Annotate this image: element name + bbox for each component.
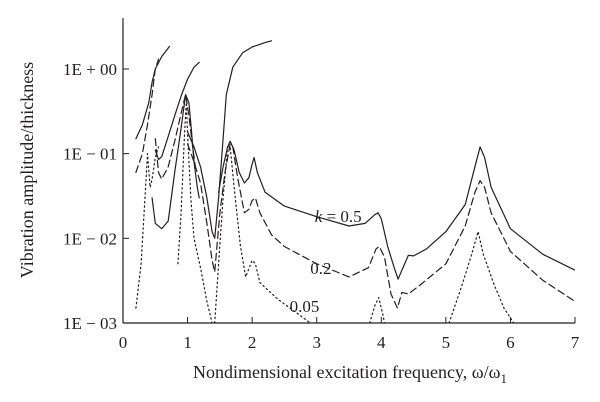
x-tick-label: 2 [248, 333, 257, 352]
series-line-0 [218, 140, 575, 280]
x-tick-label: 7 [571, 333, 580, 352]
x-tick-label: 0 [119, 333, 128, 352]
x-tick-label: 6 [506, 333, 515, 352]
series-line-0 [135, 45, 171, 140]
axis-ticks: 0 1 2 3 4 5 6 7 1E − 03 1E − 02 1E − 01 1E + 00 [63, 60, 580, 352]
series-labels: k = 0.5 0.2 0.05 [290, 207, 362, 316]
y-tick-label: 1E + 00 [63, 60, 117, 79]
series-label: 0.05 [290, 297, 320, 316]
y-tick-label: 1E − 02 [63, 229, 117, 248]
x-tick-label: 3 [312, 333, 321, 352]
y-tick-label: 1E − 01 [63, 145, 117, 164]
series-label: 0.2 [310, 259, 331, 278]
series-line-1 [154, 93, 196, 180]
series-line-1 [135, 58, 160, 173]
series-line-2 [135, 146, 160, 309]
series-line-2 [448, 231, 515, 323]
series-line-2 [369, 296, 386, 323]
series-label: k = 0.5 [315, 207, 362, 226]
series-line-2 [177, 102, 213, 323]
x-tick-label: 1 [183, 333, 192, 352]
x-axis-title: Nondimensional excitation frequency, ω/ω… [193, 362, 507, 386]
series-line-2 [214, 146, 311, 323]
series-line-1 [187, 143, 575, 309]
plot-lines [135, 40, 575, 323]
y-axis-title: Vibration amplitude/thickness [17, 62, 37, 278]
series-line-0 [154, 61, 200, 161]
x-tick-label: 4 [377, 333, 386, 352]
x-tick-label: 5 [442, 333, 451, 352]
series-line-0 [187, 40, 273, 239]
y-tick-label: 1E − 03 [63, 314, 117, 333]
series-line-0 [151, 93, 200, 230]
